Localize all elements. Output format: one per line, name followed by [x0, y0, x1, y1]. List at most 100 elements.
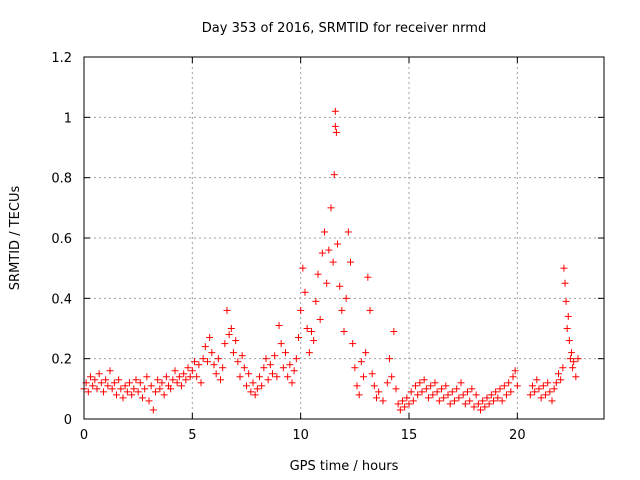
data-point — [388, 373, 396, 381]
data-point — [570, 358, 578, 366]
data-point — [225, 331, 233, 339]
data-point — [139, 394, 146, 402]
data-point — [156, 385, 164, 393]
data-point — [206, 334, 214, 342]
data-point — [568, 349, 575, 357]
data-point — [565, 337, 573, 345]
data-point — [435, 397, 443, 405]
data-point — [487, 391, 495, 399]
data-point — [297, 306, 305, 314]
data-point — [535, 385, 543, 393]
data-point — [416, 379, 424, 387]
data-point — [258, 382, 266, 390]
data-point — [566, 355, 574, 363]
data-point — [546, 388, 554, 396]
data-point — [407, 388, 415, 396]
data-point — [396, 406, 404, 414]
y-tick-label: 0.8 — [51, 172, 72, 187]
data-point — [158, 379, 166, 387]
data-point — [271, 352, 279, 360]
data-point — [329, 258, 337, 266]
y-tick-label: 0.4 — [51, 292, 72, 307]
data-point — [217, 376, 224, 384]
data-point — [409, 397, 417, 405]
data-point — [286, 361, 294, 369]
x-axis-label: GPS time / hours — [290, 459, 399, 474]
data-point — [308, 328, 315, 336]
data-point — [214, 355, 222, 363]
data-point — [355, 391, 363, 399]
data-point — [401, 403, 409, 411]
data-point — [338, 306, 346, 314]
data-point — [292, 355, 300, 363]
data-point — [143, 373, 151, 381]
data-point — [559, 364, 567, 372]
data-point — [93, 385, 101, 393]
data-point — [201, 343, 209, 351]
data-point — [440, 394, 448, 402]
data-point — [236, 373, 244, 381]
data-point — [464, 388, 471, 396]
data-point — [550, 385, 558, 393]
data-point — [485, 400, 493, 408]
data-point — [199, 355, 207, 363]
data-point — [160, 391, 168, 399]
data-point — [288, 379, 296, 387]
data-point — [470, 403, 478, 411]
data-point — [444, 391, 452, 399]
data-point — [562, 297, 570, 305]
data-point — [331, 107, 339, 115]
data-point — [529, 382, 536, 390]
data-point — [340, 328, 348, 336]
y-axis-label: SRMTID / TECUs — [8, 186, 23, 291]
data-point — [210, 361, 218, 369]
data-point — [119, 394, 127, 402]
data-point — [221, 340, 229, 348]
data-point — [171, 367, 179, 375]
data-point — [509, 373, 517, 381]
data-point — [100, 388, 107, 396]
data-point — [282, 349, 289, 357]
data-point — [429, 391, 437, 399]
x-tick-label: 0 — [80, 428, 88, 443]
x-tick-label: 15 — [401, 428, 418, 443]
data-point — [366, 306, 374, 314]
data-point — [542, 391, 549, 399]
data-point — [251, 391, 259, 399]
data-point — [405, 400, 413, 408]
data-points — [80, 107, 582, 414]
data-point — [126, 379, 133, 387]
data-point — [468, 385, 476, 393]
data-point — [412, 382, 419, 390]
data-point — [431, 379, 439, 387]
data-point — [84, 388, 92, 396]
data-point — [106, 367, 114, 375]
x-tick-label: 20 — [509, 428, 526, 443]
data-point — [184, 364, 192, 372]
data-point — [175, 373, 183, 381]
data-point — [108, 385, 116, 393]
data-point — [448, 388, 456, 396]
data-point — [243, 382, 250, 390]
data-point — [500, 382, 508, 390]
data-point — [132, 376, 140, 384]
data-point — [548, 397, 556, 405]
data-point — [334, 240, 341, 248]
data-point — [347, 258, 354, 266]
data-point — [223, 306, 231, 314]
data-point — [95, 370, 103, 378]
data-point — [260, 364, 268, 372]
data-point — [141, 385, 149, 393]
data-point — [357, 358, 365, 366]
data-point — [539, 382, 547, 390]
data-point — [115, 376, 123, 384]
data-point — [492, 388, 500, 396]
data-point — [234, 358, 242, 366]
data-point — [362, 349, 370, 357]
data-point — [117, 385, 125, 393]
data-point — [167, 385, 175, 393]
data-point — [134, 388, 142, 396]
data-point — [370, 382, 378, 390]
data-point — [247, 388, 255, 396]
